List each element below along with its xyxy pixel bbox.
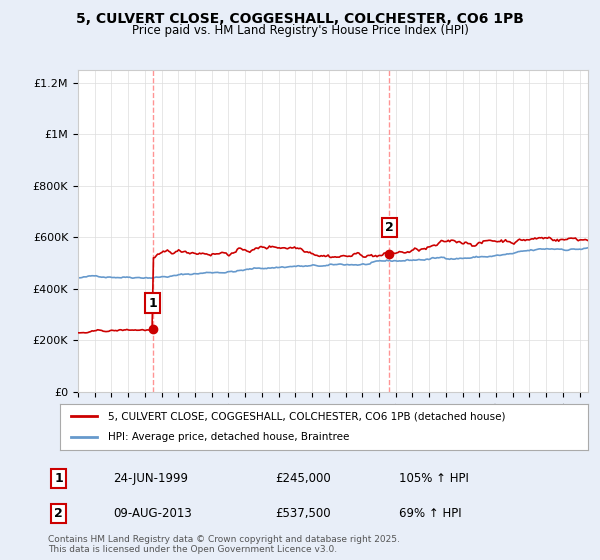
Text: 24-JUN-1999: 24-JUN-1999 — [113, 472, 188, 486]
Text: £245,000: £245,000 — [275, 472, 331, 486]
Text: 105% ↑ HPI: 105% ↑ HPI — [399, 472, 469, 486]
Text: 09-AUG-2013: 09-AUG-2013 — [113, 507, 191, 520]
Text: 5, CULVERT CLOSE, COGGESHALL, COLCHESTER, CO6 1PB: 5, CULVERT CLOSE, COGGESHALL, COLCHESTER… — [76, 12, 524, 26]
Text: Price paid vs. HM Land Registry's House Price Index (HPI): Price paid vs. HM Land Registry's House … — [131, 24, 469, 37]
Text: 1: 1 — [149, 297, 157, 310]
Text: 5, CULVERT CLOSE, COGGESHALL, COLCHESTER, CO6 1PB (detached house): 5, CULVERT CLOSE, COGGESHALL, COLCHESTER… — [107, 411, 505, 421]
Text: 1: 1 — [55, 472, 63, 486]
Text: HPI: Average price, detached house, Braintree: HPI: Average price, detached house, Brai… — [107, 432, 349, 442]
Text: Contains HM Land Registry data © Crown copyright and database right 2025.
This d: Contains HM Land Registry data © Crown c… — [48, 535, 400, 554]
Text: 69% ↑ HPI: 69% ↑ HPI — [399, 507, 461, 520]
Text: 2: 2 — [55, 507, 63, 520]
Text: 2: 2 — [385, 221, 394, 234]
Text: £537,500: £537,500 — [275, 507, 331, 520]
